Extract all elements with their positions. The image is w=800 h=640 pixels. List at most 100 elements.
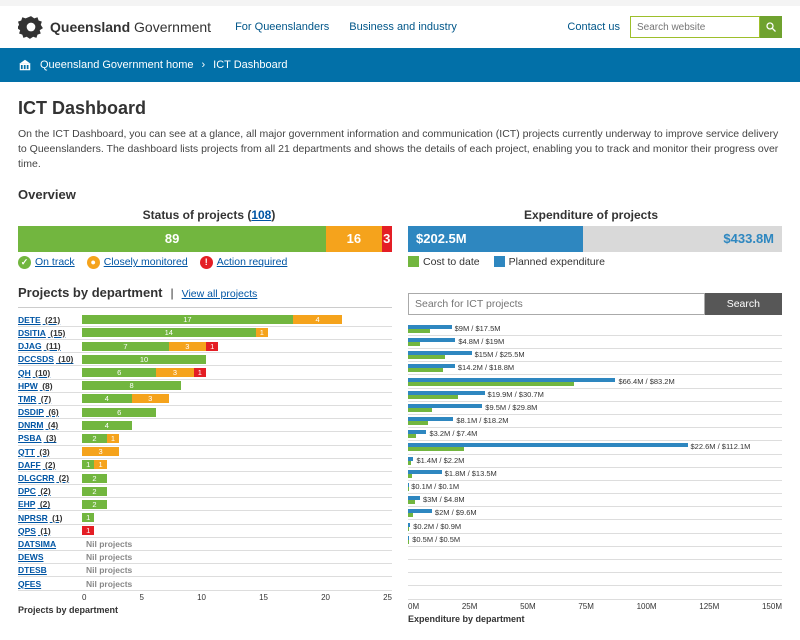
project-search-button[interactable]: Search	[705, 293, 782, 315]
dept-link[interactable]: DSITIA (15)	[18, 328, 82, 338]
exp-row: $1.8M / $13.5M	[408, 468, 782, 481]
exp-row: $3M / $4.8M	[408, 494, 782, 507]
dept-seg: 1	[82, 513, 94, 522]
nav-queenslanders[interactable]: For Queenslanders	[235, 21, 329, 33]
exp-bars: $2M / $9.6M	[408, 507, 782, 519]
dept-link[interactable]: QH (10)	[18, 368, 82, 378]
status-legend-link[interactable]: Closely monitored	[104, 256, 188, 268]
status-legend-link[interactable]: Action required	[217, 256, 288, 268]
exp-bar-planned	[408, 470, 442, 474]
exp-value-label: $0.5M / $0.5M	[412, 535, 460, 544]
exp-bars: $0.1M / $0.1M	[408, 481, 782, 493]
dept-row: DTESB Nil projects	[18, 564, 392, 577]
exp-row: $3.2M / $7.4M	[408, 428, 782, 441]
dept-seg: 4	[82, 421, 132, 430]
exp-value-label: $3.2M / $7.4M	[429, 429, 477, 438]
dept-bars: 11	[82, 460, 392, 469]
status-count-link[interactable]: 108	[251, 208, 271, 222]
dept-row: QFESNil projects	[18, 577, 392, 590]
dept-row: QTT (3)3	[18, 446, 392, 459]
dept-row: EHP (2)2	[18, 498, 392, 511]
exp-row: $9M / $17.5M	[408, 323, 782, 336]
dept-seg: 1	[94, 460, 106, 469]
dept-row: DNRM (4)4	[18, 419, 392, 432]
dept-link[interactable]: DETE (21)	[18, 315, 82, 325]
legend-swatch-icon	[408, 256, 419, 267]
dept-row: DPC (2)2	[18, 485, 392, 498]
exp-value-label: $3M / $4.8M	[423, 495, 465, 504]
exp-value-label: $22.6M / $112.1M	[691, 442, 751, 451]
dept-row: DAFF (2)11	[18, 459, 392, 472]
exp-row: $1.4M / $2.2M	[408, 455, 782, 468]
view-all-link[interactable]: View all projects	[182, 288, 258, 300]
dept-bars: 174	[82, 315, 392, 324]
exp-value-label: $0.2M / $0.9M	[413, 522, 461, 531]
contact-link[interactable]: Contact us	[567, 21, 620, 33]
nil-label: Nil projects	[86, 565, 132, 575]
dept-seg: 1	[82, 526, 94, 535]
breadcrumb-home[interactable]: Queensland Government home	[40, 59, 193, 71]
dept-seg: 2	[82, 500, 107, 509]
status-bar: 89163	[18, 226, 392, 252]
projects-heading: Projects by department	[18, 285, 163, 300]
nav-business[interactable]: Business and industry	[349, 21, 457, 33]
logo[interactable]: Queensland Government	[18, 14, 211, 40]
dept-link[interactable]: DJAG (11)	[18, 341, 82, 351]
exp-bar-cost	[408, 447, 464, 451]
dept-seg: 8	[82, 381, 181, 390]
status-seg: 89	[18, 226, 326, 252]
axis-tick: 15	[259, 593, 268, 602]
dept-seg: 6	[82, 368, 156, 377]
dept-link[interactable]: DCCSDS (10)	[18, 354, 82, 364]
status-seg: 16	[326, 226, 381, 252]
exp-value-label: $15M / $25.5M	[475, 350, 525, 359]
dept-link[interactable]: DSDIP (6)	[18, 407, 82, 417]
dept-bars: 4	[82, 421, 392, 430]
dept-row: DEWSNil projects	[18, 551, 392, 564]
exp-bars: $14.2M / $18.8M	[408, 362, 782, 374]
exp-bars: $22.6M / $112.1M	[408, 441, 782, 453]
exp-row: $9.5M / $29.8M	[408, 402, 782, 415]
dept-link[interactable]: DATSIMA	[18, 539, 82, 549]
dept-bars: 43	[82, 394, 392, 403]
exp-row: $4.8M / $19M	[408, 336, 782, 349]
exp-row: $0.1M / $0.1M	[408, 481, 782, 494]
expenditure-bar: $202.5M$433.8M	[408, 226, 782, 252]
dept-link[interactable]: DTESB	[18, 565, 82, 575]
exp-row: $0.5M / $0.5M	[408, 534, 782, 547]
dept-link[interactable]: DEWS	[18, 552, 82, 562]
dept-link[interactable]: NPRSR (1)	[18, 513, 82, 523]
exp-bars: $66.4M / $83.2M	[408, 376, 782, 388]
exp-bars: $4.8M / $19M	[408, 336, 782, 348]
exp-bar-cost	[408, 434, 416, 438]
dept-bars: 1	[82, 526, 392, 535]
project-search-input[interactable]	[408, 293, 705, 315]
exp-axis-title: Expenditure by department	[408, 614, 782, 624]
exp-bar-cost	[408, 461, 411, 465]
dept-link[interactable]: QTT (3)	[18, 447, 82, 457]
dept-seg: 4	[82, 394, 132, 403]
dept-link[interactable]: DNRM (4)	[18, 420, 82, 430]
dept-row: DSDIP (6)6	[18, 406, 392, 419]
dept-link[interactable]: DAFF (2)	[18, 460, 82, 470]
site-search-button[interactable]	[760, 16, 782, 38]
dept-link[interactable]: DPC (2)	[18, 486, 82, 496]
exp-value-label: $9M / $17.5M	[455, 324, 501, 333]
legend-label: Planned expenditure	[509, 256, 605, 268]
dept-link[interactable]: HPW (8)	[18, 381, 82, 391]
dept-seg: 1	[194, 368, 206, 377]
dept-link[interactable]: QPS (1)	[18, 526, 82, 536]
exp-row-empty	[408, 547, 782, 560]
legend-dot-icon: ●	[87, 256, 100, 269]
exp-bars: $9.5M / $29.8M	[408, 402, 782, 414]
site-search-input[interactable]	[630, 16, 760, 38]
page-title: ICT Dashboard	[18, 98, 782, 119]
dept-link[interactable]: QFES	[18, 579, 82, 589]
dept-seg: 3	[156, 368, 193, 377]
status-legend-link[interactable]: On track	[35, 256, 75, 268]
dept-link[interactable]: EHP (2)	[18, 499, 82, 509]
legend-dot-icon: !	[200, 256, 213, 269]
dept-link[interactable]: PSBA (3)	[18, 433, 82, 443]
dept-link[interactable]: DLGCRR (2)	[18, 473, 82, 483]
dept-link[interactable]: TMR (7)	[18, 394, 82, 404]
